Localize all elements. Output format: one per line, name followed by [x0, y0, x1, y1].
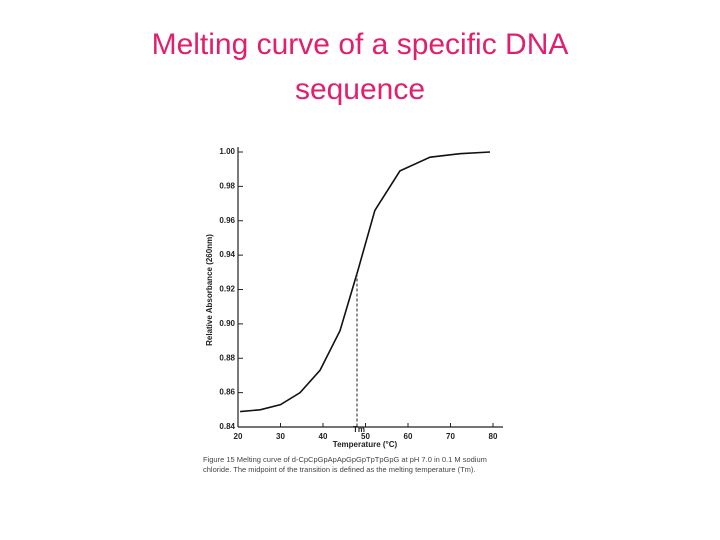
y-tick-label: 1.00	[219, 147, 235, 156]
slide-title: Melting curve of a specific DNA sequence	[152, 28, 569, 106]
y-axis-label: Relative Absorbance (260nm)	[205, 234, 214, 346]
y-tick-label: 0.88	[219, 353, 235, 362]
y-tick-label: 0.84	[219, 422, 235, 431]
x-tick-label: 70	[446, 432, 455, 441]
y-tick-label: 0.98	[219, 181, 235, 190]
caption: Figure 15 Melting curve of d-CpCpGpApApG…	[203, 455, 487, 474]
y-tick-label: 0.96	[219, 216, 235, 225]
y-tick-label: 0.92	[219, 285, 235, 294]
caption-box: Figure 15 Melting curve of d-CpCpGpApApG…	[203, 455, 487, 474]
x-tick-label: 80	[489, 432, 498, 441]
x-tick-label: 20	[234, 432, 243, 441]
x-tick-label: 60	[404, 432, 413, 441]
tm-label: Tm	[353, 425, 365, 434]
y-tick-label: 0.90	[219, 319, 235, 328]
x-tick-label: 30	[276, 432, 285, 441]
x-tick-label: 50	[361, 432, 370, 441]
melting-curve	[240, 151, 491, 413]
x-tick-label: 40	[319, 432, 328, 441]
y-tick-label: 0.94	[219, 250, 235, 259]
y-tick-label: 0.86	[219, 388, 235, 397]
x-axis-label: Temperature (°C)	[333, 440, 398, 449]
